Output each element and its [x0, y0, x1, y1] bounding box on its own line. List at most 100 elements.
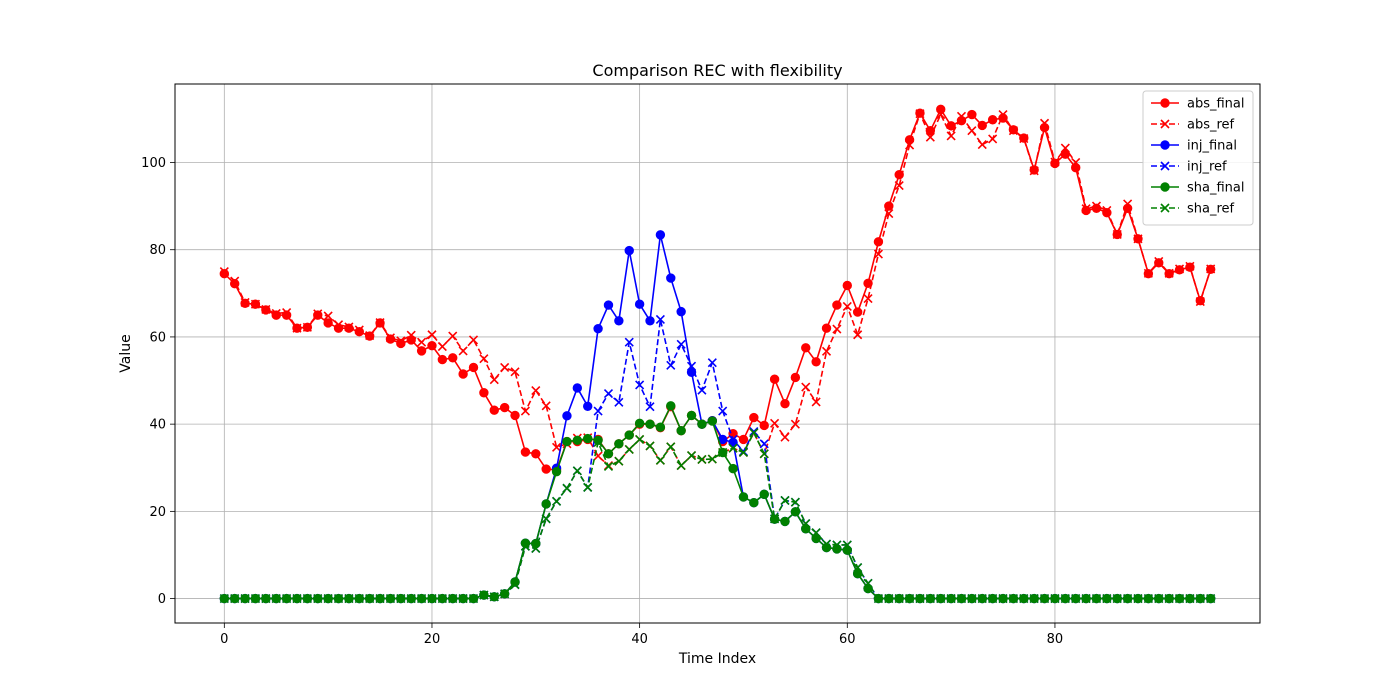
data-point-sha_ref [624, 444, 634, 455]
data-point-abs_ref [240, 297, 250, 308]
data-point-abs_final [977, 120, 987, 131]
data-point-abs_ref [468, 335, 479, 345]
data-point-inj_final [634, 299, 645, 309]
data-point-abs_ref [396, 336, 406, 346]
legend-marker [1160, 140, 1170, 150]
data-point-abs_final [531, 449, 541, 459]
data-point-sha_final [780, 516, 790, 527]
data-point-abs_ref [1143, 268, 1153, 278]
data-point-abs_ref [998, 109, 1008, 120]
data-point-abs_ref [1019, 133, 1029, 144]
data-point-abs_final [323, 318, 333, 328]
data-point-abs_ref [437, 341, 447, 352]
legend-label: inj_ref [1187, 160, 1227, 175]
data-point-abs_ref [406, 330, 416, 340]
data-point-abs_ref [1133, 234, 1143, 244]
data-point-sha_final [624, 430, 634, 440]
legend-marker [1160, 182, 1170, 192]
data-point-inj_final [666, 273, 676, 283]
data-point-sha_ref [614, 456, 624, 466]
data-point-abs_final [479, 388, 489, 398]
data-point-abs_final [967, 109, 977, 120]
data-point-abs_ref [354, 325, 364, 335]
data-point-abs_final [427, 340, 437, 351]
data-point-abs_ref [988, 134, 998, 144]
data-point-sha_ref [894, 594, 904, 604]
data-point-sha_ref [292, 594, 302, 604]
data-point-abs_ref [302, 322, 312, 332]
data-point-sha_ref [250, 594, 261, 604]
data-point-sha_ref [448, 594, 458, 604]
data-point-sha_ref [956, 594, 967, 604]
chart-title: Comparison REC with flexibility [592, 61, 842, 80]
data-point-sha_ref [365, 594, 375, 604]
data-point-inj_final [603, 300, 614, 310]
y-tick-label: 40 [149, 418, 166, 433]
data-point-sha_final [666, 401, 676, 411]
data-point-abs_ref [925, 132, 935, 142]
data-point-sha_final [645, 419, 655, 429]
data-point-sha_ref [853, 563, 863, 573]
data-point-abs_ref [1164, 268, 1174, 278]
data-point-sha_ref [302, 594, 312, 604]
data-point-sha_ref [344, 594, 354, 604]
data-point-sha_ref [936, 594, 946, 604]
data-point-sha_ref [1071, 594, 1081, 604]
data-point-sha_ref [1133, 594, 1143, 604]
data-point-sha_ref [458, 594, 468, 604]
data-point-inj_ref [707, 358, 717, 368]
y-tick-label: 80 [149, 243, 166, 258]
data-point-abs_ref [385, 333, 396, 343]
data-point-abs_ref [271, 308, 281, 318]
data-point-sha_ref [645, 441, 655, 451]
data-point-abs_ref [500, 362, 510, 373]
data-point-sha_ref [1102, 594, 1112, 604]
data-point-sha_ref [1154, 594, 1164, 604]
data-point-sha_ref [1039, 594, 1050, 604]
data-point-abs_ref [292, 323, 302, 333]
data-point-abs_ref [1008, 126, 1018, 136]
data-point-abs_final [821, 323, 832, 333]
data-point-sha_ref [832, 540, 842, 550]
data-point-sha_ref [385, 594, 396, 604]
data-point-abs_final [416, 346, 427, 356]
data-point-abs_final [520, 447, 531, 457]
data-point-abs_ref [832, 324, 842, 334]
data-point-abs_ref [520, 406, 530, 416]
data-point-abs_ref [531, 386, 541, 396]
data-point-sha_final [728, 463, 738, 474]
data-point-sha_final [686, 410, 697, 421]
data-point-abs_final [801, 343, 811, 353]
data-point-sha_ref [230, 594, 240, 604]
data-point-sha_ref [635, 434, 645, 444]
data-point-abs_ref [967, 126, 977, 136]
data-point-sha_final [541, 499, 551, 509]
data-point-sha_final [738, 492, 749, 502]
data-point-sha_ref [780, 495, 790, 506]
data-point-abs_ref [261, 304, 271, 315]
data-point-sha_ref [749, 428, 759, 438]
data-point-sha_final [634, 418, 645, 428]
data-point-inj_final [655, 230, 666, 240]
data-point-sha_ref [915, 594, 925, 604]
data-point-abs_ref [842, 301, 852, 311]
legend: abs_final abs_ref inj_final inj_ref sha_fina… [1142, 90, 1254, 226]
data-point-inj_final [572, 383, 583, 393]
data-point-inj_final [676, 306, 686, 317]
data-point-abs_ref [873, 249, 883, 259]
data-point-abs_final [510, 410, 520, 421]
data-point-sha_ref [427, 594, 437, 604]
data-point-sha_ref [531, 543, 541, 553]
legend-label: abs_final [1187, 97, 1245, 112]
data-point-abs_ref [894, 181, 904, 191]
data-point-sha_ref [1164, 594, 1174, 604]
data-point-sha_ref [406, 594, 416, 604]
data-point-abs_final [468, 362, 479, 373]
data-point-sha_ref [510, 580, 520, 590]
data-point-abs_ref [1123, 199, 1133, 209]
data-point-inj_ref [603, 389, 614, 399]
legend-marker [1160, 98, 1170, 108]
data-point-abs_ref [936, 109, 946, 120]
data-point-sha_ref [801, 519, 811, 529]
data-point-abs_final [281, 310, 292, 320]
